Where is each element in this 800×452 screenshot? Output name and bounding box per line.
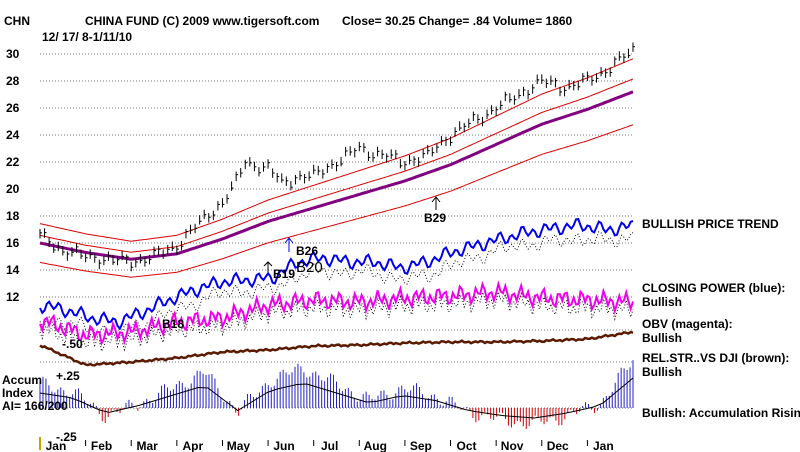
closing-power-ma (39, 231, 634, 339)
x-tick-label: Dec (547, 439, 569, 452)
quote-summary: Close= 30.25 Change= .84 Volume= 1860 (342, 14, 573, 28)
annotation-minus-50: -.50 (62, 337, 83, 351)
lower-band (39, 124, 634, 278)
closing-power-line (39, 217, 634, 331)
accum-title-line1: Accum (2, 373, 42, 387)
accum-bars (39, 360, 634, 429)
indicator-status-obv: Bullish (642, 331, 682, 345)
annotation-b20: B20 (296, 259, 323, 276)
indicator-label-trend: BULLISH PRICE TREND (642, 217, 779, 231)
chart-title: CHINA FUND (C) 2009 www.tigersoft.com (85, 14, 319, 28)
symbol: CHN (4, 14, 30, 28)
x-tick-label: Jan (593, 439, 614, 452)
x-tick-label: Jun (273, 439, 294, 452)
b26-arrow-head-icon (284, 237, 294, 244)
accum-title-line2: Index (2, 386, 34, 400)
indicator-label-rel-str: REL.STR..VS DJI (brown): (642, 351, 789, 365)
gridlines (40, 53, 633, 409)
y-tick-label: 22 (6, 155, 20, 169)
indicator-label-closing-power: CLOSING POWER (blue): (642, 281, 785, 295)
annotation-b26: B26 (296, 244, 318, 258)
y-tick-label: 20 (6, 182, 20, 196)
b19-arrow-head-icon (263, 261, 273, 267)
y-tick-label: 24 (6, 128, 20, 142)
b29-arrow-head-icon (431, 196, 441, 203)
x-tick-label: Sep (410, 439, 432, 452)
x-tick-label: May (227, 439, 251, 452)
accum-status: Bullish: Accumulation Rising (642, 406, 800, 420)
annotation-minus-25: -.25 (56, 430, 77, 444)
inner-upper-band (39, 78, 634, 253)
x-tick-label: Aug (364, 439, 387, 452)
annotation-b19: B19 (273, 267, 295, 281)
date-range: 12/ 17/ 8-1/11/10 (42, 30, 132, 44)
moving-average-line (39, 90, 634, 261)
x-tick-label: Nov (501, 439, 524, 452)
price-bars (39, 42, 635, 272)
y-tick-label: 12 (6, 290, 20, 304)
upper-band (39, 58, 634, 242)
indicator-status-rel-str: Bullish (642, 365, 682, 379)
x-tick-label: Apr (182, 439, 203, 452)
y-tick-label: 30 (6, 47, 20, 61)
plot-area (39, 42, 635, 429)
y-tick-label: 28 (6, 74, 20, 88)
y-tick-label: 18 (6, 209, 20, 223)
annotation-b29: B29 (424, 211, 446, 225)
annotation-plus-25: +.25 (56, 369, 80, 383)
x-tick-label: Jan (46, 439, 67, 452)
y-tick-label: 26 (6, 101, 20, 115)
y-axis: 30 28 26 24 22 20 18 16 14 12 (6, 47, 20, 304)
obv-ma (39, 289, 634, 353)
x-tick-label: Jul (321, 439, 338, 452)
indicator-status-closing-power: Bullish (642, 295, 682, 309)
x-tick-label: Feb (91, 439, 112, 452)
accum-ma (39, 377, 634, 419)
obv-line (39, 280, 634, 347)
accum-ai-value: AI= 166/200 (2, 399, 68, 413)
x-axis: Jan Feb Mar Apr May Jun Jul Aug Sep Oct Nov Dec Jan (39, 439, 614, 452)
y-tick-label: 14 (6, 263, 20, 277)
x-tick-label: Oct (456, 439, 476, 452)
indicator-label-obv: OBV (magenta): (642, 317, 733, 331)
x-tick-label: Mar (137, 439, 159, 452)
y-tick-label: 16 (6, 236, 20, 250)
rel-str-line (39, 330, 634, 367)
annotation-b18: B18 (162, 317, 184, 331)
